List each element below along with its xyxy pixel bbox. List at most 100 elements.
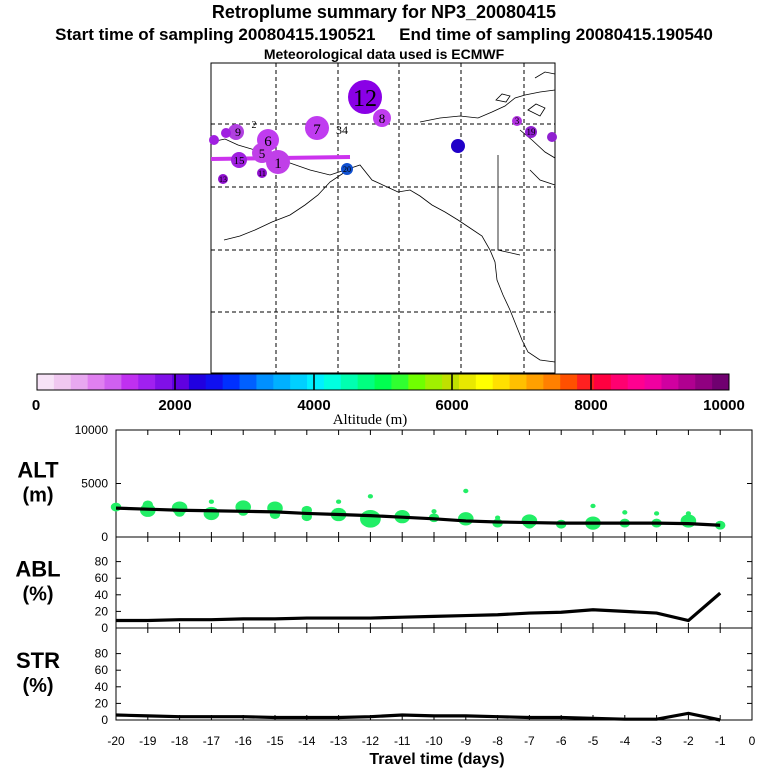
border-line xyxy=(497,155,521,256)
colorbar-swatch xyxy=(526,374,544,390)
plume-label: 34 xyxy=(336,123,348,137)
colorbar-swatch xyxy=(391,374,409,390)
x-tick-label: -20 xyxy=(107,734,125,748)
plume-circle xyxy=(341,163,353,175)
colorbar-swatch xyxy=(627,374,646,390)
y-axis-label: (%) xyxy=(22,675,53,697)
y-axis-label: (m) xyxy=(22,485,53,507)
colorbar-tick: 10000 xyxy=(703,397,745,414)
y-axis-label: STR xyxy=(16,648,60,673)
plume-label: 8 xyxy=(379,111,386,126)
altitude-cluster-point xyxy=(495,515,501,520)
colorbar-swatch xyxy=(357,374,376,390)
plume-label: 20 xyxy=(343,165,351,174)
colorbar-swatch xyxy=(661,374,679,390)
y-tick-label: 40 xyxy=(95,680,109,694)
altitude-cluster-point xyxy=(367,494,373,499)
panel-abl: 80 60 40 20 0 ABL(%) xyxy=(15,536,753,635)
colorbar-swatch xyxy=(475,374,494,390)
y-tick-label: 20 xyxy=(95,604,109,618)
colorbar-swatch xyxy=(205,374,224,390)
x-tick-label: -17 xyxy=(203,734,221,748)
plume-circle xyxy=(348,80,382,114)
altitude-cluster-point xyxy=(622,510,628,515)
plume-label: 9 xyxy=(235,125,241,139)
x-tick-label: -15 xyxy=(266,734,284,748)
x-axis-label: Travel time (days) xyxy=(369,751,504,768)
plume-circle xyxy=(512,116,522,126)
altitude-cluster-point xyxy=(458,512,474,526)
panel-alt: 10000 5000 0 ALT(m) xyxy=(17,423,753,544)
colorbar-frame xyxy=(36,373,730,391)
colorbar-swatch xyxy=(543,374,561,390)
y-tick-label: 40 xyxy=(95,588,109,602)
colorbar-swatch xyxy=(172,374,190,390)
y-tick-label: 80 xyxy=(95,555,109,569)
colorbar-swatch xyxy=(577,374,595,390)
series-line-alt xyxy=(115,506,721,527)
altitude-cluster-point xyxy=(590,503,596,509)
x-tick-label: -1 xyxy=(715,734,726,748)
colorbar-swatch xyxy=(644,374,662,390)
colorbar-swatch xyxy=(121,374,139,390)
colorbar-swatch xyxy=(323,374,342,390)
colorbar-tick: 6000 xyxy=(435,397,468,414)
colorbar-swatch xyxy=(593,374,612,390)
plume-label: 5 xyxy=(259,146,266,161)
colorbar-swatch xyxy=(273,374,291,390)
colorbar-swatch xyxy=(374,374,392,390)
y-tick-label: 60 xyxy=(95,571,109,585)
colorbar-ticks: 0 2000 4000 6000 8000 10000 xyxy=(32,397,745,414)
colorbar-swatch xyxy=(104,374,122,390)
coastline-arctic xyxy=(419,89,556,123)
altitude-cluster-point xyxy=(336,499,342,504)
colorbar-swatch xyxy=(695,374,713,390)
plume-label: 6 xyxy=(264,134,272,150)
plume-label: 11 xyxy=(258,169,266,178)
plume-circle xyxy=(547,132,557,142)
plume-circle xyxy=(231,152,247,168)
x-tick-label: -19 xyxy=(139,734,157,748)
colorbar-swatch xyxy=(425,374,443,390)
colorbar-swatch xyxy=(442,374,460,390)
x-tick-label: -3 xyxy=(651,734,662,748)
y-tick-label: 60 xyxy=(95,663,109,677)
plume-label: 3 xyxy=(515,116,520,126)
colorbar-swatch xyxy=(408,374,426,390)
colorbar-tick: 8000 xyxy=(574,397,607,414)
x-tick-label: -2 xyxy=(683,734,694,748)
plume-circle xyxy=(209,135,219,145)
x-tick-label: -12 xyxy=(362,734,380,748)
panel-str: 80 60 40 20 0 STR(%) xyxy=(16,627,753,727)
x-tick-label: -8 xyxy=(492,734,503,748)
coastline-peninsula xyxy=(223,171,346,241)
plume-circle xyxy=(451,139,465,153)
plume-labels: 12 7 8 6 9 2 34 5 1 15 13 11 20 3 19 xyxy=(219,86,536,184)
colorbar-swatch xyxy=(678,374,696,390)
colorbar-swatch xyxy=(155,374,173,390)
plume-label: 2 xyxy=(252,120,257,131)
altitude-cluster-point xyxy=(680,514,697,528)
colorbar-swatch xyxy=(188,374,207,390)
series-line-abl xyxy=(116,591,722,623)
altitude-cluster-point xyxy=(685,511,692,516)
plume-circle xyxy=(525,126,537,138)
colorbar-swatch xyxy=(307,374,325,390)
altitude-cluster-point xyxy=(654,511,660,516)
x-tick-label: 0 xyxy=(749,734,756,748)
plume-circle xyxy=(221,128,231,138)
colorbar-swatch xyxy=(340,374,359,390)
colorbar-swatch xyxy=(509,374,527,390)
x-tick-label: -5 xyxy=(588,734,599,748)
colorbar-label: Altitude (m) xyxy=(333,412,408,428)
colorbar-swatch xyxy=(239,374,257,390)
colorbar-swatch xyxy=(138,374,156,390)
x-tick-label: -14 xyxy=(298,734,316,748)
y-tick-label: 5000 xyxy=(81,477,108,491)
x-tick-label: -9 xyxy=(460,734,471,748)
colorbar-swatch xyxy=(37,374,55,390)
colorbar-swatch xyxy=(53,374,72,390)
colorbar xyxy=(36,373,730,391)
plume-label: 7 xyxy=(313,122,321,138)
